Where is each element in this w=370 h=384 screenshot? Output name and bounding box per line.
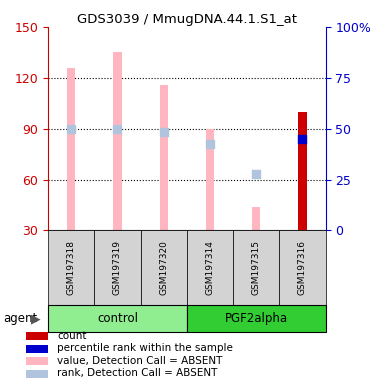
Bar: [26, 344, 48, 353]
Point: [300, 136, 306, 142]
Bar: [233, 230, 279, 305]
Point: [253, 171, 259, 177]
Bar: [26, 369, 48, 377]
Text: GSM197315: GSM197315: [252, 240, 261, 295]
Text: ▶: ▶: [31, 312, 41, 325]
Text: percentile rank within the sample: percentile rank within the sample: [57, 343, 233, 353]
Bar: [159, 84, 168, 230]
Text: GSM197314: GSM197314: [205, 240, 215, 295]
Text: GSM197316: GSM197316: [298, 240, 307, 295]
Bar: [187, 305, 326, 332]
Bar: [252, 207, 260, 230]
Title: GDS3039 / MmugDNA.44.1.S1_at: GDS3039 / MmugDNA.44.1.S1_at: [77, 13, 297, 26]
Text: GSM197320: GSM197320: [159, 240, 168, 295]
Bar: [48, 305, 187, 332]
Text: GSM197319: GSM197319: [113, 240, 122, 295]
Bar: [94, 230, 141, 305]
Text: agent: agent: [4, 312, 38, 325]
Bar: [26, 357, 48, 365]
Bar: [206, 129, 214, 230]
Point: [115, 126, 121, 132]
Bar: [48, 230, 94, 305]
Bar: [187, 230, 233, 305]
Bar: [67, 68, 75, 230]
Bar: [113, 52, 122, 230]
Text: GSM197318: GSM197318: [67, 240, 76, 295]
Text: count: count: [57, 331, 87, 341]
Bar: [279, 230, 326, 305]
Bar: [298, 112, 307, 230]
Text: value, Detection Call = ABSENT: value, Detection Call = ABSENT: [57, 356, 222, 366]
Text: PGF2alpha: PGF2alpha: [225, 312, 288, 325]
Point: [68, 126, 74, 132]
Text: control: control: [97, 312, 138, 325]
Point: [207, 141, 213, 147]
Bar: [26, 332, 48, 340]
Text: rank, Detection Call = ABSENT: rank, Detection Call = ABSENT: [57, 368, 218, 378]
Bar: [141, 230, 187, 305]
Point: [161, 129, 167, 135]
